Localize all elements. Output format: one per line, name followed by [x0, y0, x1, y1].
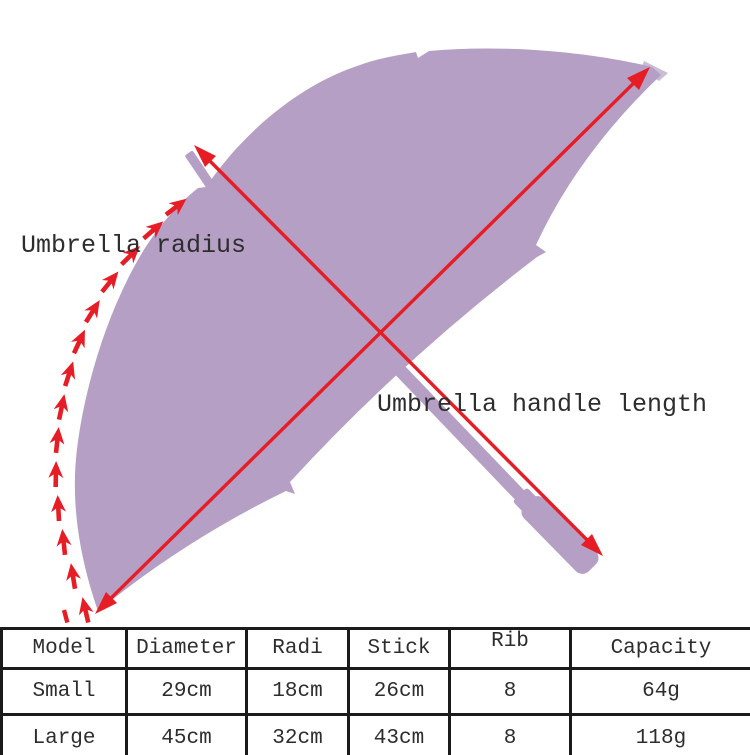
- cell-diameter: 45cm: [125, 713, 248, 755]
- cell-model: Small: [0, 667, 128, 716]
- cell-stick: 26cm: [347, 667, 451, 716]
- cell-radi: 32cm: [245, 713, 350, 755]
- radius-label: Umbrella radius: [21, 231, 247, 260]
- diameter-arrowhead-bottom-icon: [95, 592, 117, 614]
- radius-dashed-arrow: [48, 192, 192, 625]
- column-header-capacity: Capacity: [569, 627, 750, 670]
- umbrella-canopy: [74, 48, 661, 611]
- diameter-arrowhead-top-icon: [627, 67, 650, 90]
- handle-length-arrow-line: [196, 147, 601, 554]
- table-row-large: Large 45cm 32cm 43cm 8 118g: [0, 713, 750, 755]
- handle-length-arrow: [194, 145, 603, 556]
- table-header-row: Model Diameter Radi Stick Rib Capacity: [0, 627, 750, 670]
- cell-rib: 8: [448, 713, 572, 755]
- handle-length-arrowhead-bottom-icon: [581, 534, 603, 556]
- column-header-radi: Radi: [245, 627, 350, 670]
- umbrella-ferrule-icon: [185, 151, 217, 192]
- cell-capacity: 64g: [569, 667, 750, 716]
- column-header-stick: Stick: [347, 627, 451, 670]
- cell-radi: 18cm: [245, 667, 350, 716]
- umbrella-shaft: [395, 365, 533, 509]
- cell-diameter: 29cm: [125, 667, 248, 716]
- table-row-small: Small 29cm 18cm 26cm 8 64g: [0, 667, 750, 716]
- umbrella-diagram: [48, 48, 668, 625]
- column-header-diameter: Diameter: [125, 627, 248, 670]
- column-header-model: Model: [0, 627, 128, 670]
- size-spec-table: Model Diameter Radi Stick Rib Capacity S…: [0, 627, 750, 755]
- diameter-arrow-line: [97, 69, 648, 612]
- diameter-arrow: [95, 67, 650, 614]
- cell-model: Large: [0, 713, 128, 755]
- cell-stick: 43cm: [347, 713, 451, 755]
- radius-dash-icon: [61, 609, 70, 624]
- column-header-rib: Rib: [448, 627, 572, 670]
- cell-rib: 8: [448, 667, 572, 716]
- umbrella-handle-grip: [521, 496, 599, 574]
- cell-capacity: 118g: [569, 713, 750, 755]
- handle-length-arrowhead-top-icon: [194, 145, 216, 167]
- handle-length-label: Umbrella handle length: [377, 390, 708, 419]
